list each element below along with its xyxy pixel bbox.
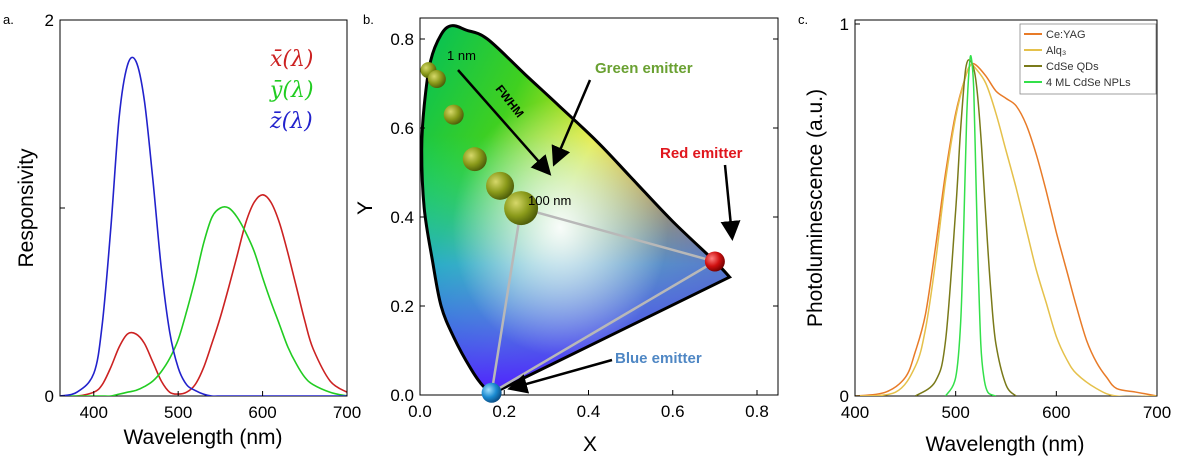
panel-a-ticks: 400 500 600 700 0 2 [45,11,362,422]
panel-a-x-axis-label: Wavelength (nm) [123,426,282,449]
panel-a-xtick-label: 700 [333,403,361,422]
green-emitter-point [486,171,515,200]
panel-b-y-axis-label: Y [354,201,377,215]
panel-a-xtick-label: 500 [164,403,192,422]
panel-c-legend: Ce:YAG Alq₃ CdSe QDs 4 ML CdSe NPLs [1019,23,1157,95]
panel-a-legend: x̄(λ) ȳ(λ) z̄(λ) [269,47,314,134]
spectral-locus [420,24,733,395]
blue-emitter-arrow [507,358,613,394]
legend-label: 4 ML CdSe NPLs [1046,77,1131,89]
legend-y-bar: ȳ(λ) [269,78,314,103]
panel-c-frame [854,19,1158,397]
panel-c-xtick-label: 500 [941,403,969,422]
legend-label: Alq₃ [1046,45,1066,57]
panel-b-ytick-label: 0.0 [390,386,414,405]
legend-x-bar: x̄(λ) [270,47,314,72]
panel-a-series-group [60,56,347,396]
series-line-y-bar [60,206,347,396]
red-emitter-arrow [720,164,741,241]
panel-a-xtick-label: 600 [248,403,276,422]
panel-b-frame [419,17,779,396]
panel-b-label: b. [363,12,374,27]
gamut-triangle [489,206,719,396]
panel-a-frame [59,19,348,397]
annotation-1nm: 1 nm [447,48,476,63]
panel-a-ytick-label: 0 [45,387,54,406]
series-line-z-bar [60,56,347,396]
panel-b-ytick-label: 0.4 [390,208,414,227]
blue-emitter-point [481,382,502,403]
green-emitter-point [504,191,539,226]
legend-label: Ce:YAG [1046,29,1086,41]
panel-c-ytick-label: 0 [840,387,849,406]
panel-b-ytick-label: 0.2 [390,297,414,316]
annotation-arrows [457,69,741,394]
panel-b-xtick-label: 0.0 [408,402,432,421]
panel-c-photoluminescence: c. 400 500 600 700 0 1 Wavelength (nm) Photol… [798,12,1171,456]
panel-a-label: a. [3,12,14,27]
panel-b-xtick-label: 0.4 [577,402,601,421]
annotation-blue-emitter: Blue emitter [615,350,702,367]
panel-b-chromaticity: b. 0.0 0.2 0.4 0.6 0.8 0.0 0.2 0.4 0.6 0.8 Green … [354,12,779,456]
panel-a-y-axis-label: Responsivity [15,148,38,268]
panel-c-x-axis-label: Wavelength (nm) [925,433,1084,456]
series-line-cdse-npls [944,55,997,396]
green-emitter-point [443,104,464,125]
series-line-alq3 [855,63,1157,396]
annotation-100nm: 100 nm [528,193,571,208]
red-emitter-point [704,251,725,272]
green-emitter-arrow [551,79,592,167]
legend-label: CdSe QDs [1046,61,1099,73]
color-gamut-triangle [489,206,719,396]
panel-b-x-axis-label: X [583,433,597,456]
panel-c-ticks: 400 500 600 700 0 1 [840,15,1172,422]
green-emitter-point [427,70,446,89]
panel-c-xtick-label: 400 [841,403,869,422]
panel-b-ticks: 0.0 0.2 0.4 0.6 0.8 0.0 0.2 0.4 0.6 0.8 [390,30,778,421]
panel-a-xtick-label: 400 [80,403,108,422]
panel-c-legend-box [1019,23,1157,95]
panel-c-series-group [855,55,1157,396]
panel-b-xtick-label: 0.8 [745,402,769,421]
green-emitter-point [462,147,487,172]
annotation-red-emitter: Red emitter [660,145,743,162]
series-line-ce-yag [855,62,1157,396]
panel-b-xtick-label: 0.2 [492,402,516,421]
panel-c-ytick-label: 1 [840,15,849,34]
annotation-green-emitter: Green emitter [595,60,693,77]
emitter-points [420,62,725,403]
series-line-cdse-qds [914,59,1017,396]
panel-c-xtick-label: 600 [1042,403,1070,422]
panel-b-ytick-label: 0.6 [390,119,414,138]
panel-b-xtick-label: 0.6 [661,402,685,421]
series-line-x-bar [60,193,347,396]
legend-z-bar: z̄(λ) [269,109,313,134]
panel-a-responsivity: a. 400 500 600 700 0 2 Wavelength (nm) Respon… [3,11,361,449]
panel-a-ytick-label: 2 [45,11,54,30]
panel-b-ytick-label: 0.8 [390,30,414,49]
fwhm-arrow [457,69,552,176]
panel-c-label: c. [798,12,808,27]
panel-c-y-axis-label: Photoluminescence (a.u.) [804,89,827,327]
panel-c-xtick-label: 700 [1143,403,1171,422]
